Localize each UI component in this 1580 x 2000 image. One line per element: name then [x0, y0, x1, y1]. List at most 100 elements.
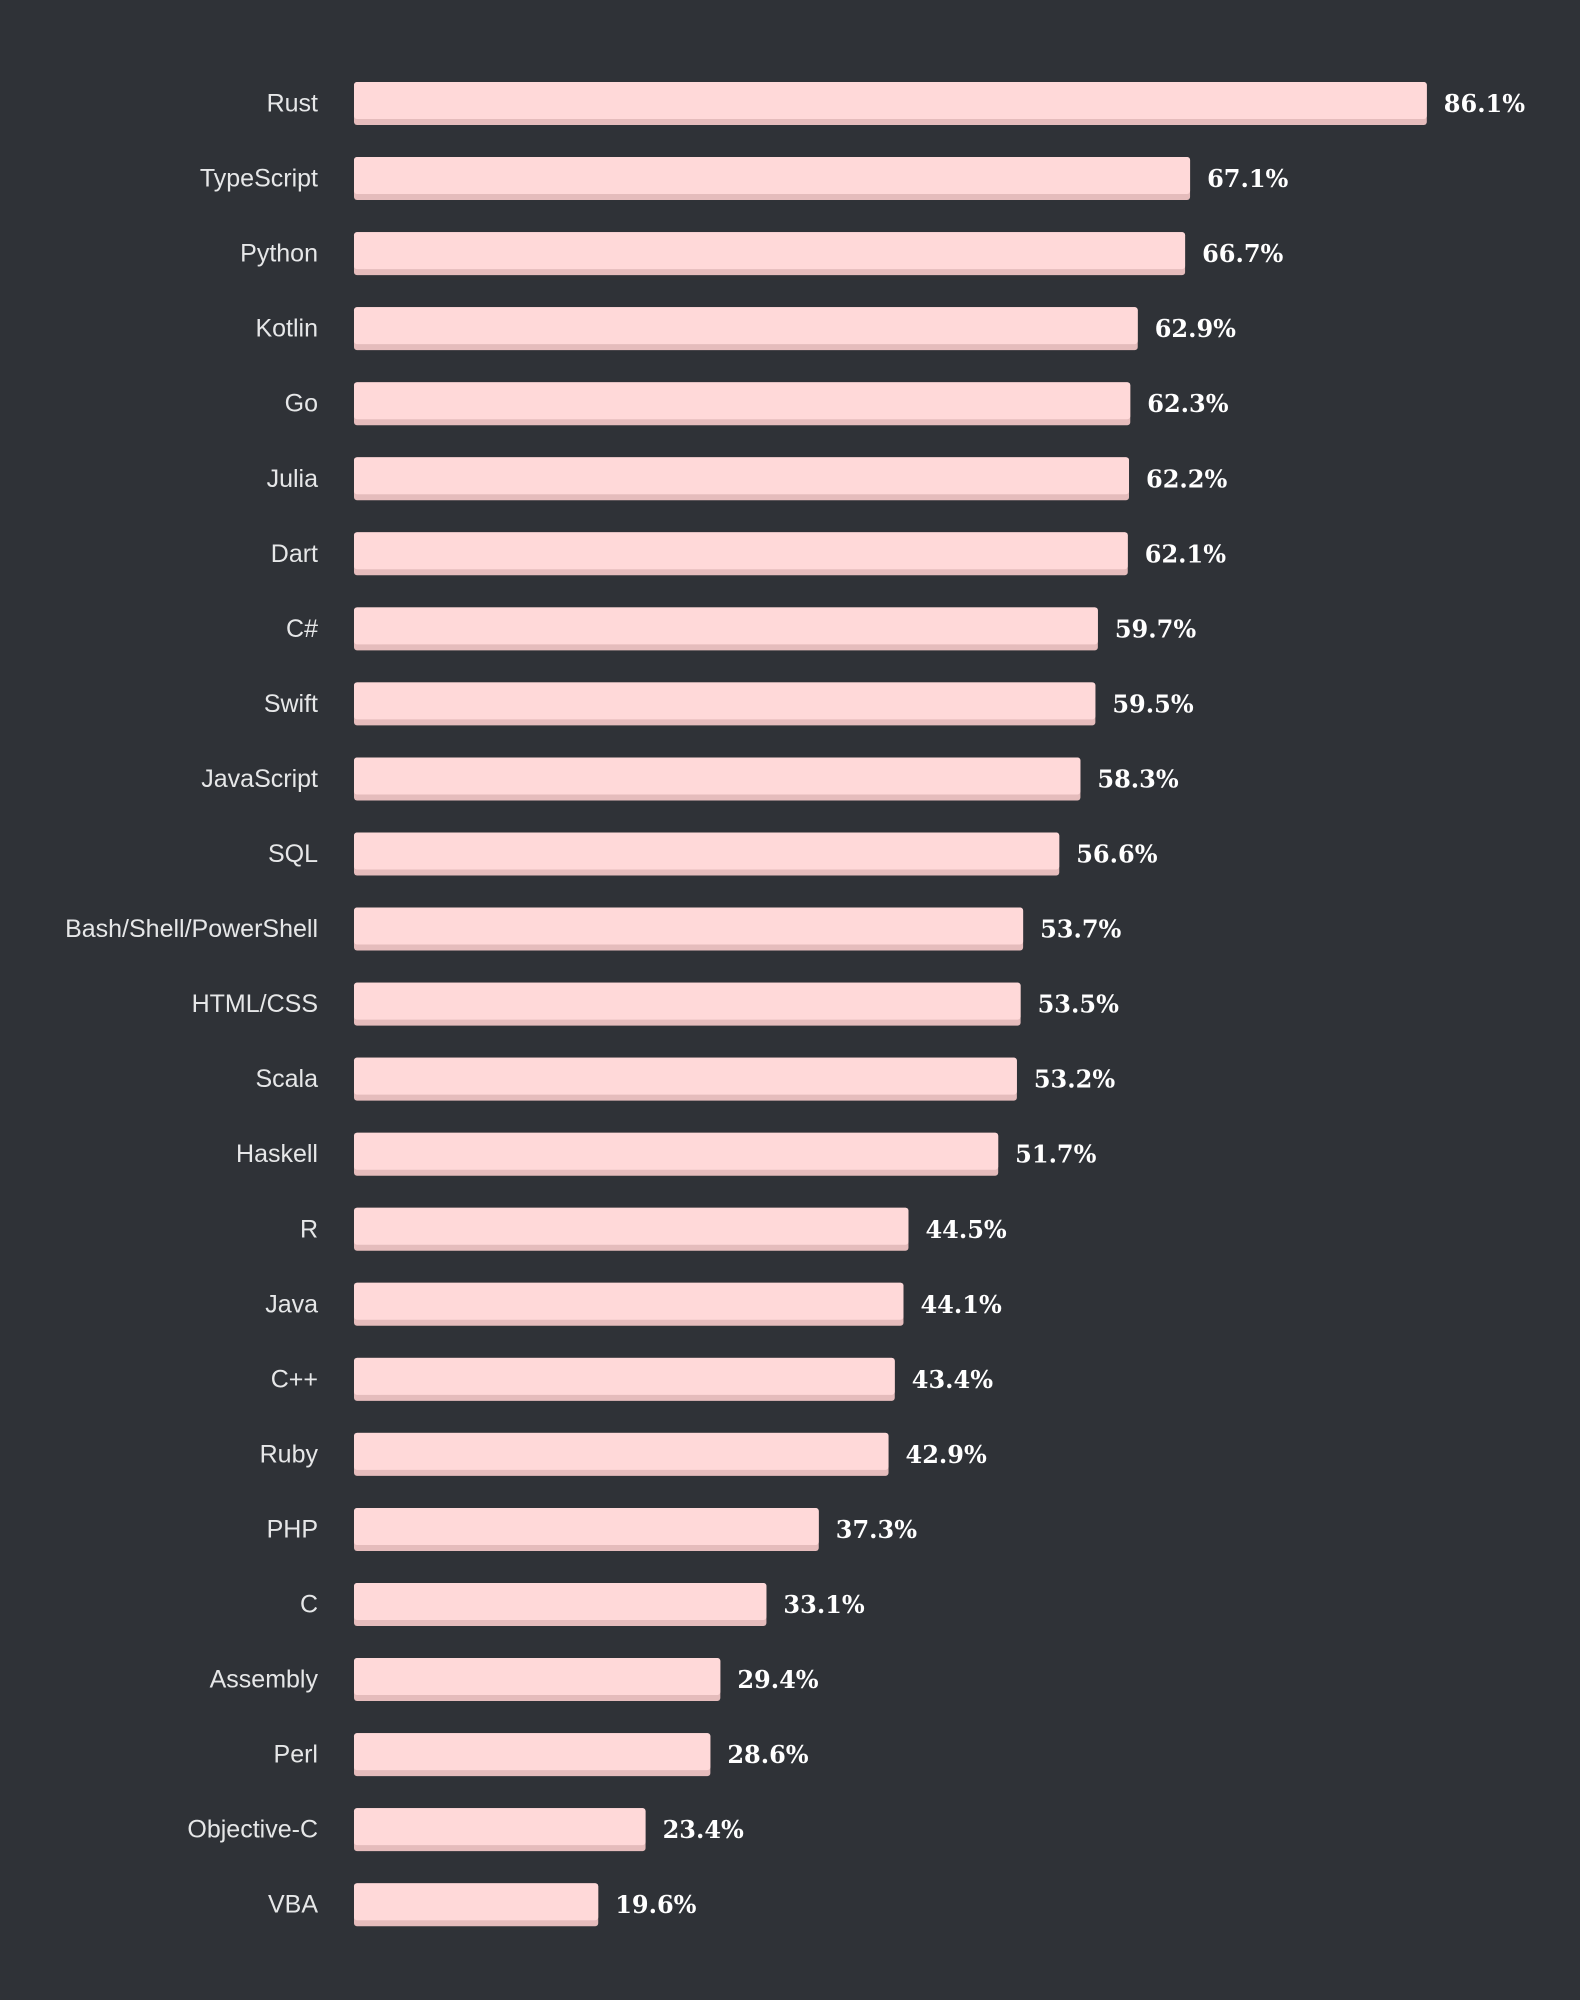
category-label: Go [285, 390, 318, 418]
value-label: 44.1% [920, 1290, 1001, 1319]
category-label: VBA [268, 1891, 318, 1919]
value-label: 59.7% [1115, 614, 1196, 643]
value-label: 28.6% [727, 1740, 808, 1769]
category-label: R [300, 1215, 318, 1243]
bar [354, 457, 1130, 495]
value-label: 62.2% [1146, 464, 1227, 493]
bar [354, 1357, 895, 1395]
bar [354, 1658, 721, 1696]
bar-row: Go 62.3% [285, 382, 1229, 426]
bar-row: Ruby 42.9% [260, 1432, 987, 1476]
bar [354, 1733, 711, 1771]
category-label: C# [286, 615, 318, 643]
bar [354, 1057, 1017, 1095]
bar [354, 1207, 909, 1245]
bar-row: Kotlin 62.9% [255, 307, 1236, 351]
value-label: 86.1% [1444, 89, 1525, 118]
bar-row: Assembly 29.4% [210, 1658, 819, 1702]
bar-row: Haskell 51.7% [236, 1132, 1097, 1176]
value-label: 53.2% [1034, 1065, 1115, 1094]
bar [354, 907, 1024, 945]
category-label: Python [240, 240, 318, 268]
value-label: 67.1% [1207, 164, 1288, 193]
bar-row: Scala 53.2% [255, 1057, 1115, 1101]
bar-row: HTML/CSS 53.5% [192, 982, 1119, 1026]
bar [354, 1432, 889, 1470]
bar-row: Java 44.1% [265, 1282, 1002, 1326]
category-label: C [300, 1591, 318, 1619]
category-label: Scala [255, 1065, 318, 1093]
bar-row: Perl 28.6% [274, 1733, 809, 1777]
bar [354, 682, 1096, 720]
bar [354, 82, 1427, 119]
category-label: Objective-C [187, 1816, 318, 1844]
bar [354, 232, 1186, 270]
bar [354, 1883, 599, 1921]
bar [354, 1583, 767, 1620]
bar [354, 1132, 999, 1170]
bar [354, 832, 1060, 870]
bar-row: SQL 56.6% [268, 832, 1158, 876]
bar-row: Rust 86.1% [267, 82, 1525, 125]
value-label: 62.9% [1155, 314, 1236, 343]
value-label: 44.5% [925, 1215, 1006, 1244]
value-label: 62.1% [1145, 539, 1226, 568]
value-label: 62.3% [1147, 389, 1228, 418]
bar-row: Objective-C 23.4% [187, 1808, 744, 1852]
bar-row: Swift 59.5% [264, 682, 1194, 726]
category-label: Julia [267, 465, 319, 493]
bar [354, 982, 1021, 1020]
bar [354, 1282, 904, 1320]
category-label: Assembly [210, 1666, 319, 1694]
category-label: TypeScript [200, 165, 318, 193]
category-label: Swift [264, 690, 318, 718]
bar [354, 1507, 819, 1545]
value-label: 43.4% [912, 1365, 993, 1394]
bar [354, 757, 1081, 795]
category-label: Ruby [260, 1440, 319, 1468]
bar-row: Bash/Shell/PowerShell 53.7% [65, 907, 1122, 951]
bar [354, 307, 1138, 345]
bar-row: C# 59.7% [286, 607, 1196, 651]
category-label: Java [265, 1290, 318, 1318]
bar-row: R 44.5% [300, 1207, 1007, 1251]
bar [354, 1808, 646, 1846]
bar-row: PHP 37.3% [267, 1507, 917, 1551]
bar-row: C 33.1% [300, 1583, 865, 1626]
value-label: 33.1% [783, 1590, 864, 1619]
category-label: HTML/CSS [192, 990, 318, 1018]
category-label: PHP [267, 1515, 318, 1543]
category-label: Rust [267, 90, 318, 118]
category-label: SQL [268, 840, 318, 868]
bar-row: Python 66.7% [240, 232, 1284, 276]
category-label: Dart [271, 540, 318, 568]
category-label: Kotlin [255, 315, 318, 343]
bar-row: JavaScript 58.3% [201, 757, 1179, 801]
category-label: JavaScript [201, 765, 318, 793]
value-label: 66.7% [1202, 239, 1283, 268]
bar-row: TypeScript 67.1% [200, 157, 1289, 201]
value-label: 42.9% [906, 1440, 987, 1469]
value-label: 29.4% [737, 1665, 818, 1694]
bar [354, 607, 1098, 645]
category-label: C++ [271, 1365, 318, 1393]
value-label: 53.7% [1040, 915, 1121, 944]
bar-row: C++ 43.4% [271, 1357, 993, 1401]
bar-row: Julia 62.2% [267, 457, 1227, 501]
category-label: Perl [274, 1741, 318, 1769]
bar [354, 382, 1131, 420]
category-label: Bash/Shell/PowerShell [65, 915, 318, 943]
value-label: 23.4% [663, 1815, 744, 1844]
value-label: 56.6% [1076, 840, 1157, 869]
bar-row: VBA 19.6% [268, 1883, 697, 1927]
bar [354, 157, 1191, 195]
bar-row: Dart 62.1% [271, 532, 1226, 576]
value-label: 37.3% [836, 1515, 917, 1544]
value-label: 51.7% [1015, 1140, 1096, 1169]
value-label: 19.6% [615, 1890, 696, 1919]
bar [354, 532, 1128, 570]
category-label: Haskell [236, 1140, 318, 1168]
value-label: 53.5% [1038, 990, 1119, 1019]
